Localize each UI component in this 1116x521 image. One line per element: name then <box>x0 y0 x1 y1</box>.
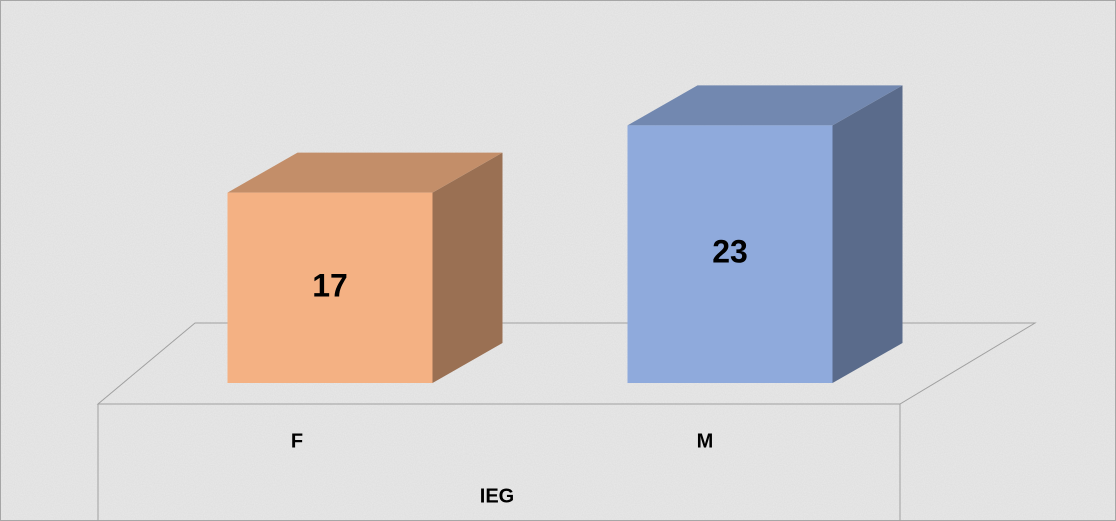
bar <box>227 192 433 383</box>
bar-side <box>432 152 503 383</box>
data-label: 23 <box>712 234 748 270</box>
x-tick-label: M <box>697 430 714 452</box>
data-label: 17 <box>312 267 348 303</box>
bar-top <box>627 85 903 126</box>
bar-top <box>227 152 503 193</box>
bar <box>627 125 833 384</box>
floor <box>96 322 1037 405</box>
bar-side <box>832 85 903 384</box>
x-axis-title: IEG <box>480 485 514 507</box>
x-tick-label: F <box>291 430 303 452</box>
